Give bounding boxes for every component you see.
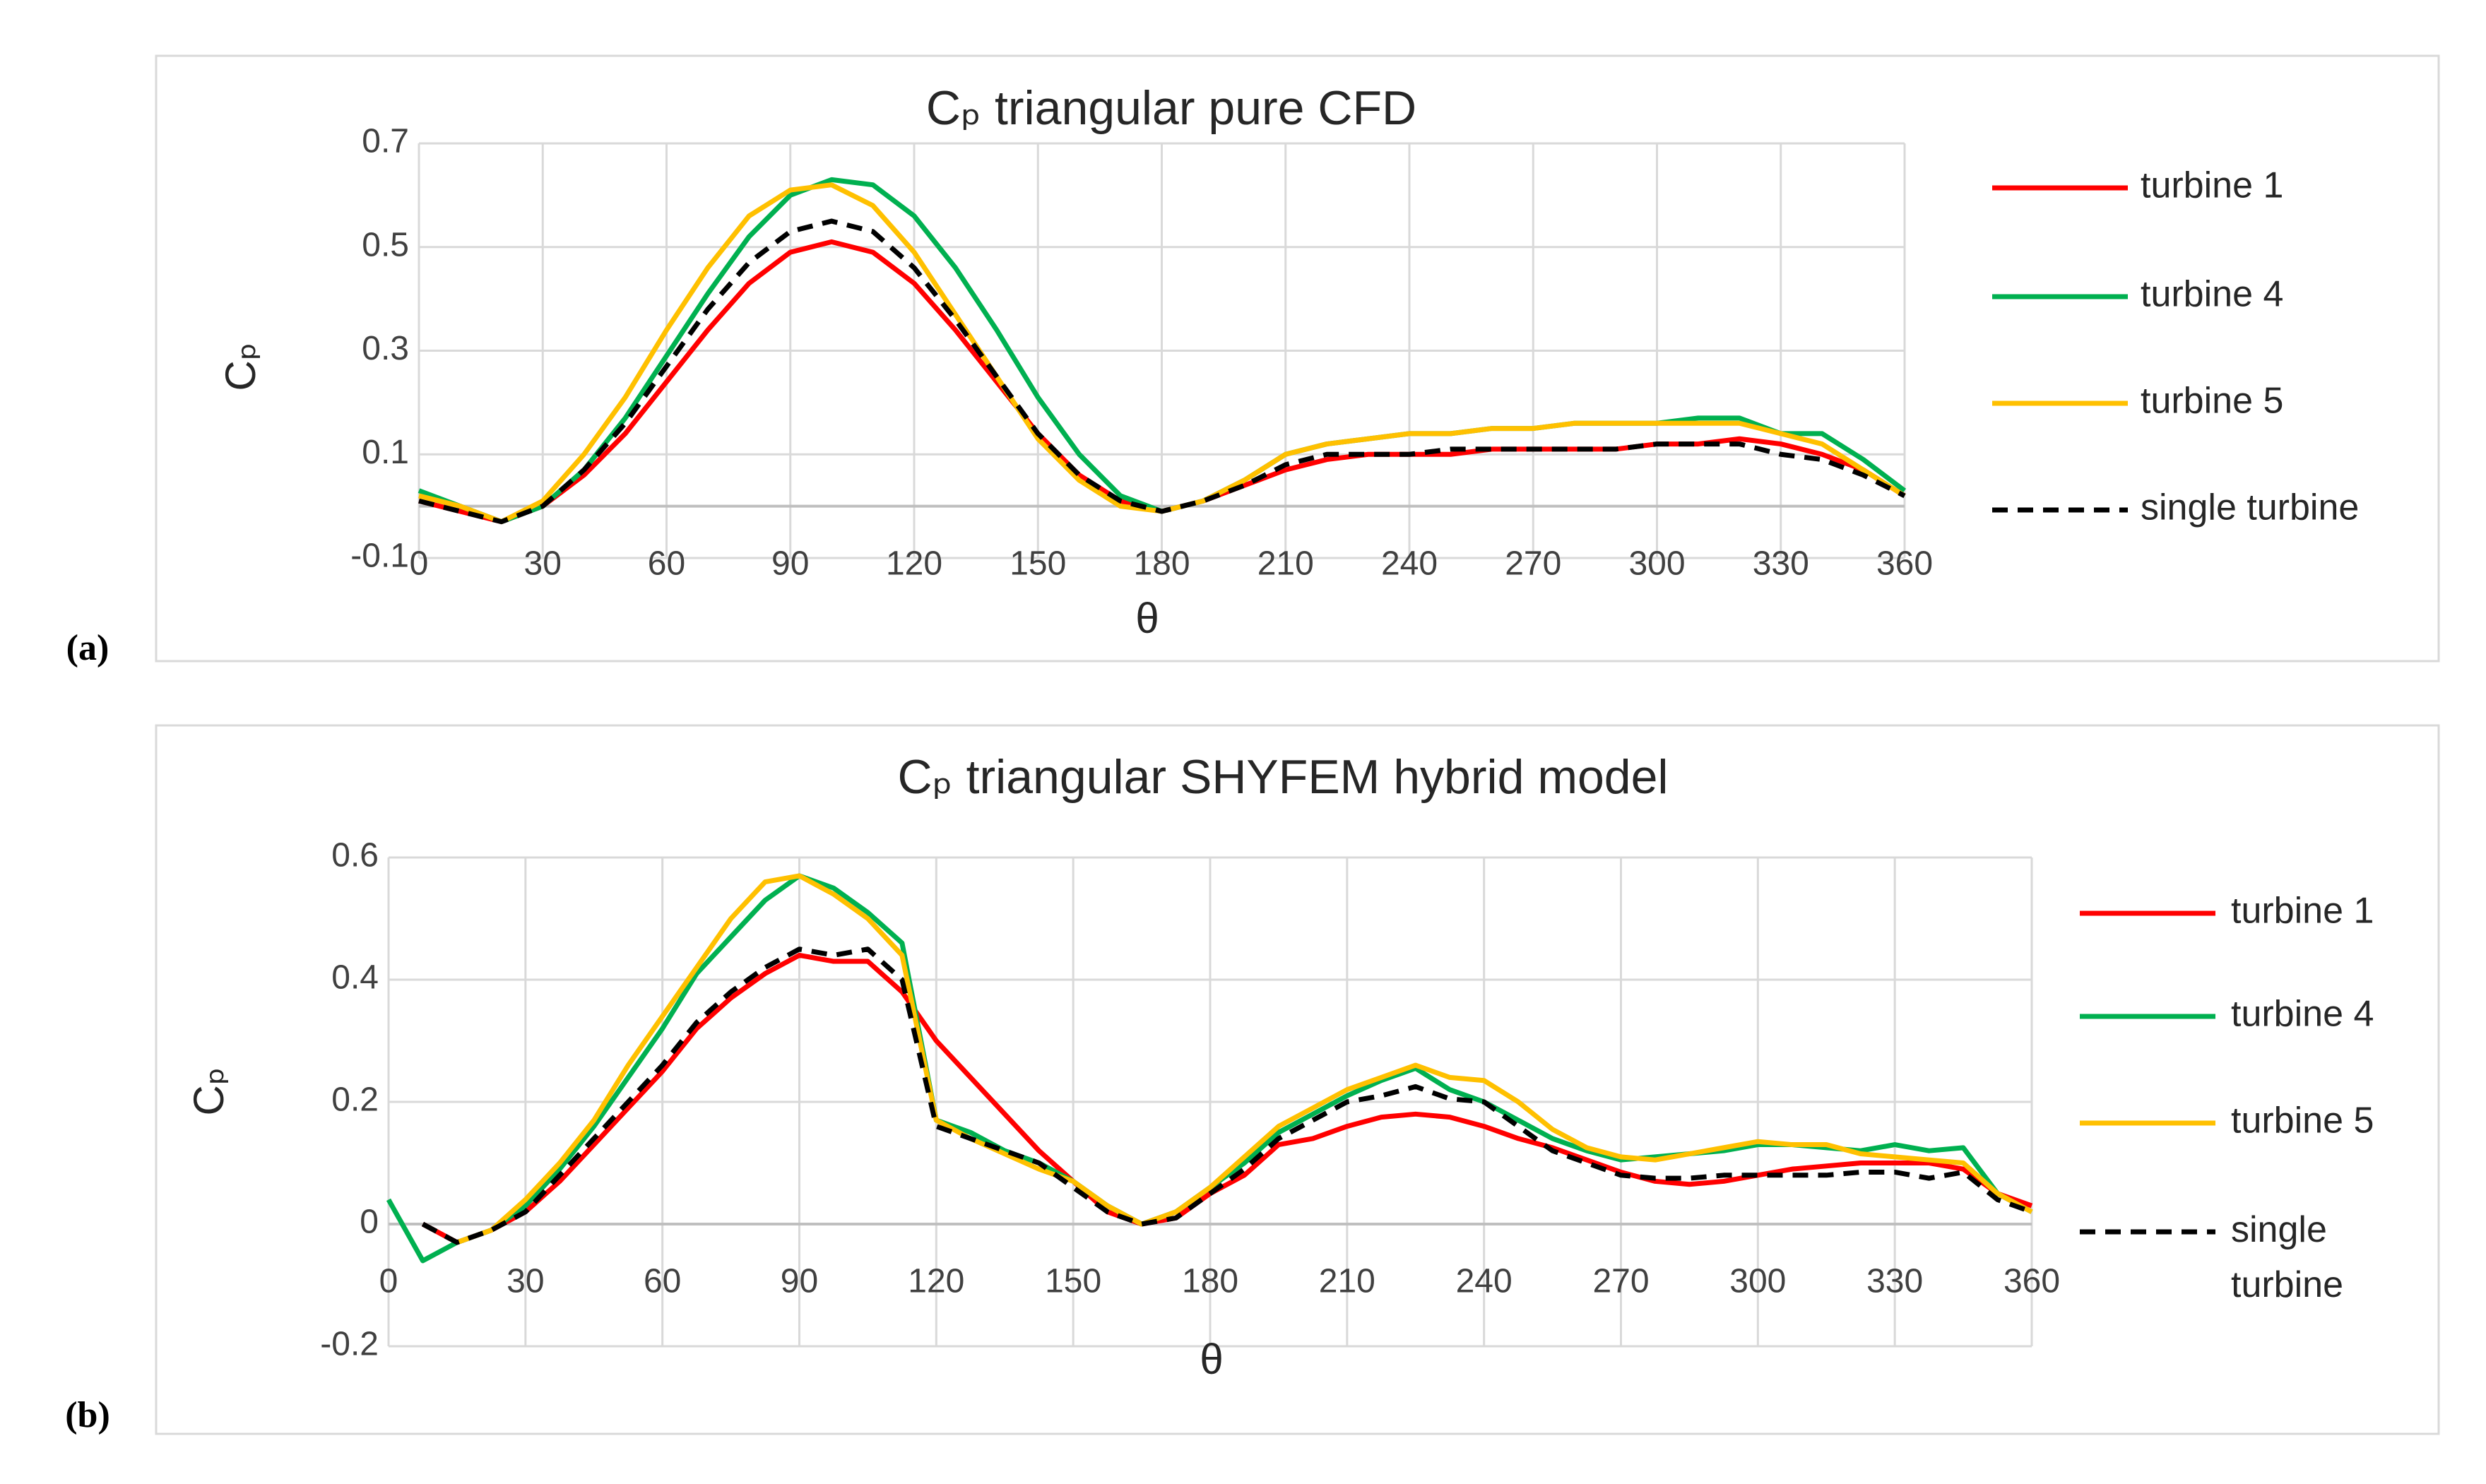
legend-label: turbine 4 — [2141, 274, 2283, 315]
legend-label: turbine 1 — [2141, 165, 2283, 206]
x-tick-label: 240 — [1381, 545, 1438, 582]
x-tick-label: 330 — [1753, 545, 1809, 582]
x-tick-label: 120 — [886, 545, 942, 582]
y-axis-label: Cₚ — [185, 1067, 232, 1115]
x-tick-label: 90 — [771, 545, 809, 582]
x-tick-label: 30 — [524, 545, 562, 582]
y-axis-label: Cₚ — [217, 342, 264, 391]
x-tick-label: 180 — [1182, 1263, 1238, 1300]
y-tick-label: 0.7 — [362, 123, 409, 160]
x-tick-label: 210 — [1257, 545, 1314, 582]
legend-label: turbine 5 — [2141, 381, 2283, 422]
x-tick-label: 120 — [908, 1263, 964, 1300]
y-tick-label: 0.2 — [331, 1081, 379, 1119]
y-tick-label: 0.5 — [362, 226, 409, 263]
x-tick-label: 150 — [1010, 545, 1066, 582]
x-tick-label: 180 — [1133, 545, 1190, 582]
panel-label: (b) — [65, 1395, 110, 1435]
x-tick-label: 0 — [410, 545, 429, 582]
legend-label: single turbine — [2231, 1209, 2343, 1305]
x-tick-label: 330 — [1866, 1263, 1923, 1300]
x-tick-label: 150 — [1045, 1263, 1101, 1300]
x-tick-label: 360 — [1876, 545, 1933, 582]
y-tick-label: 0.6 — [331, 837, 379, 874]
legend-label: turbine 5 — [2231, 1100, 2374, 1141]
y-tick-label: -0.1 — [350, 538, 409, 575]
y-tick-label: 0.4 — [331, 959, 379, 997]
x-tick-label: 270 — [1505, 545, 1561, 582]
legend-label-line: turbine — [2231, 1264, 2343, 1305]
y-tick-label: 0.1 — [362, 434, 409, 471]
x-tick-label: 60 — [648, 545, 685, 582]
x-tick-label: 0 — [379, 1263, 398, 1300]
legend-label: single turbine — [2141, 487, 2359, 528]
legend-label-line: single — [2231, 1209, 2327, 1250]
y-tick-label: 0.3 — [362, 330, 409, 367]
x-axis-label: θ — [1200, 1336, 1223, 1383]
series-line — [421, 946, 2033, 1245]
x-tick-label: 60 — [644, 1263, 681, 1300]
chart-title: Cₚ triangular pure CFD — [926, 81, 1416, 135]
series-line — [421, 952, 2033, 1245]
y-tick-label: 0 — [360, 1204, 379, 1241]
series-line — [456, 873, 2033, 1245]
series-line — [418, 218, 1906, 525]
x-tick-label: 30 — [507, 1263, 544, 1300]
x-tick-label: 300 — [1628, 545, 1685, 582]
x-tick-label: 270 — [1592, 1263, 1649, 1300]
panel-label: (a) — [66, 628, 109, 668]
y-tick-label: -0.2 — [320, 1326, 379, 1363]
legend-label: turbine 4 — [2231, 994, 2374, 1035]
x-tick-label: 210 — [1319, 1263, 1375, 1300]
x-tick-label: 300 — [1729, 1263, 1786, 1300]
x-axis-label: θ — [1135, 595, 1159, 642]
chart-title: Cₚ triangular SHYFEM hybrid model — [897, 750, 1668, 804]
legend-label: turbine 1 — [2231, 891, 2374, 932]
panel-frame — [155, 724, 2440, 1435]
x-tick-label: 360 — [2003, 1263, 2060, 1300]
panel-frame — [155, 54, 2440, 663]
x-tick-label: 240 — [1456, 1263, 1513, 1300]
x-tick-label: 90 — [781, 1263, 818, 1300]
